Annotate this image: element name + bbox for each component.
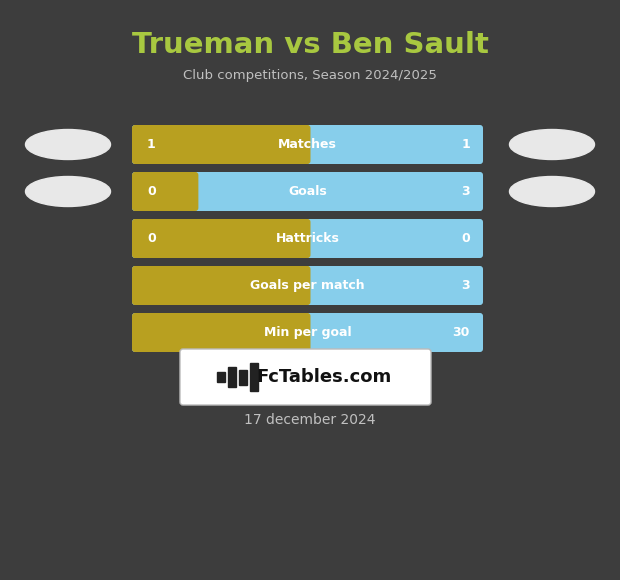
Text: Trueman vs Ben Sault: Trueman vs Ben Sault [131, 31, 489, 59]
Text: Goals: Goals [288, 185, 327, 198]
Text: 0: 0 [147, 185, 156, 198]
FancyBboxPatch shape [132, 266, 311, 305]
FancyBboxPatch shape [132, 219, 483, 258]
FancyBboxPatch shape [132, 125, 483, 164]
FancyBboxPatch shape [132, 172, 483, 211]
FancyBboxPatch shape [132, 313, 311, 352]
Text: 0: 0 [147, 232, 156, 245]
Text: 30: 30 [453, 326, 470, 339]
Text: 0: 0 [461, 232, 470, 245]
Text: Hattricks: Hattricks [275, 232, 339, 245]
FancyBboxPatch shape [132, 172, 198, 211]
Text: 1: 1 [461, 138, 470, 151]
FancyBboxPatch shape [132, 125, 311, 164]
Bar [217, 372, 225, 382]
Text: Min per goal: Min per goal [264, 326, 352, 339]
FancyBboxPatch shape [132, 266, 483, 305]
Bar [228, 367, 236, 387]
Text: FcTables.com: FcTables.com [256, 368, 391, 386]
Bar [239, 369, 247, 385]
Text: 3: 3 [461, 279, 470, 292]
Ellipse shape [510, 129, 595, 160]
Ellipse shape [25, 129, 110, 160]
FancyBboxPatch shape [132, 313, 483, 352]
FancyBboxPatch shape [132, 219, 311, 258]
Text: 3: 3 [461, 185, 470, 198]
Text: Matches: Matches [278, 138, 337, 151]
Ellipse shape [510, 176, 595, 206]
Text: Goals per match: Goals per match [250, 279, 365, 292]
Text: Club competitions, Season 2024/2025: Club competitions, Season 2024/2025 [183, 68, 437, 82]
Text: 1: 1 [147, 138, 156, 151]
Bar [250, 363, 258, 391]
FancyBboxPatch shape [180, 349, 431, 405]
Text: 17 december 2024: 17 december 2024 [244, 413, 376, 427]
Ellipse shape [25, 176, 110, 206]
